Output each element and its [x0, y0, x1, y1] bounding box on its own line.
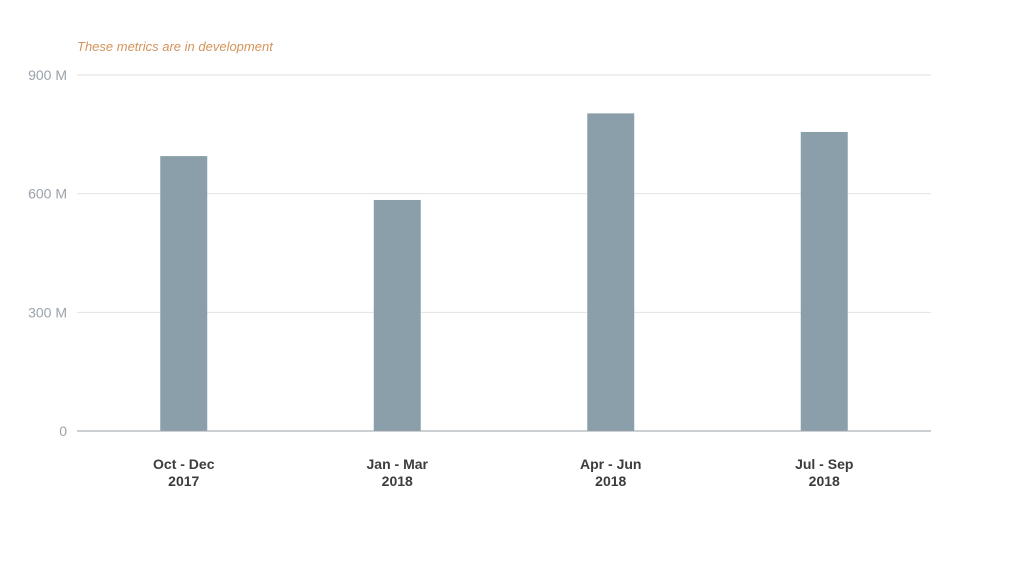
x-category-label: 2018 [382, 473, 413, 489]
x-category-label: Apr - Jun [580, 456, 641, 472]
y-axis-ticks: 0 300 M 600 M 900 M [28, 67, 67, 439]
y-tick-label: 0 [59, 423, 67, 439]
bar [160, 156, 208, 432]
bars [160, 113, 848, 432]
x-category-label: Jan - Mar [367, 456, 429, 472]
y-tick-label: 900 M [28, 67, 67, 83]
y-tick-label: 600 M [28, 186, 67, 202]
x-category-label: Oct - Dec [153, 456, 215, 472]
bar [800, 131, 848, 431]
bar [373, 199, 421, 431]
development-note: These metrics are in development [77, 39, 274, 54]
x-category-label: 2018 [595, 473, 626, 489]
x-category-label: Jul - Sep [795, 456, 853, 472]
bar [587, 113, 635, 431]
gridlines [77, 74, 931, 313]
x-category-label: 2017 [168, 473, 199, 489]
x-category-label: 2018 [809, 473, 840, 489]
y-tick-label: 300 M [28, 304, 67, 320]
